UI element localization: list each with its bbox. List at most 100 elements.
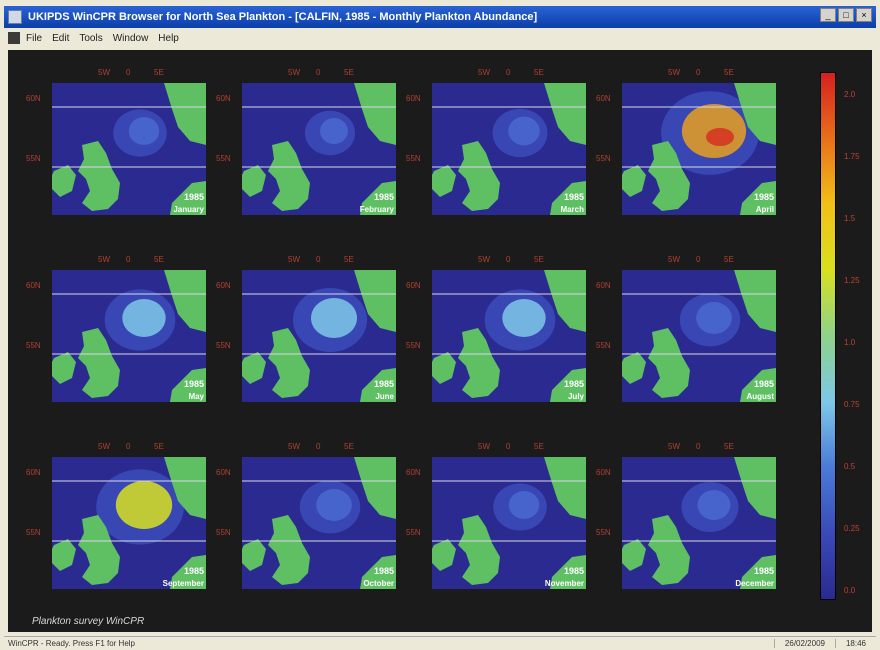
latitude-label: 55N (406, 154, 421, 163)
britain-landmass (458, 515, 500, 585)
panel-year: 1985 (563, 192, 584, 202)
close-button[interactable]: × (856, 8, 872, 22)
britain-landmass (78, 141, 120, 211)
ireland-landmass (432, 352, 456, 384)
menu-tools[interactable]: Tools (79, 32, 103, 44)
longitude-label: 0 (696, 68, 701, 77)
status-bar: WinCPR - Ready. Press F1 for Help 26/02/… (4, 636, 876, 650)
plankton-map (52, 83, 206, 215)
caption: Plankton survey WinCPR (32, 616, 145, 627)
panel-month: January (173, 205, 204, 214)
ireland-landmass (52, 165, 76, 197)
latitude-label: 55N (596, 528, 611, 537)
document-icon[interactable] (8, 32, 20, 44)
map-panel[interactable]: 5W 0 5E 60N 55N 1985 November (406, 442, 588, 592)
latitude-label: 60N (596, 94, 611, 103)
map-panel[interactable]: 5W 0 5E 60N 55N 1985 February (216, 68, 398, 218)
plankton-map (432, 270, 586, 402)
plankton-core (311, 298, 357, 338)
menu-bar: File Edit Tools Window Help (4, 28, 876, 48)
continent-landmass (550, 555, 586, 589)
ireland-landmass (242, 352, 266, 384)
map-panel[interactable]: 5W 0 5E 60N 55N 1985 June (216, 255, 398, 405)
longitude-label: 0 (126, 255, 131, 264)
panel-month: December (735, 579, 774, 588)
continent-landmass (360, 555, 396, 589)
map-panel[interactable]: 5W 0 5E 60N 55N 1985 September (26, 442, 208, 592)
ireland-landmass (622, 352, 646, 384)
colorbar-tick-label: 1.5 (844, 214, 856, 223)
continent-landmass (170, 368, 206, 402)
latitude-label: 60N (596, 468, 611, 477)
panel-year: 1985 (373, 379, 394, 389)
menu-window[interactable]: Window (112, 32, 149, 44)
norway-landmass (734, 457, 776, 519)
longitude-label: 5W (478, 255, 490, 264)
panel-year: 1985 (183, 379, 204, 389)
plankton-core (508, 491, 540, 519)
britain-landmass (648, 141, 690, 211)
longitude-label: 5W (98, 255, 110, 264)
continent-landmass (170, 181, 206, 215)
menu-file[interactable]: File (26, 32, 43, 44)
panel-year: 1985 (373, 192, 394, 202)
colorbar-tick-label: 0.75 (844, 400, 860, 409)
continent-landmass (550, 181, 586, 215)
map-panel[interactable]: 5W 0 5E 60N 55N 1985 May (26, 255, 208, 405)
longitude-label: 5W (98, 442, 110, 451)
latitude-label: 55N (406, 341, 421, 350)
britain-landmass (268, 515, 310, 585)
map-panel[interactable]: 5W 0 5E 60N 55N 1985 October (216, 442, 398, 592)
norway-landmass (734, 270, 776, 332)
latitude-label: 60N (406, 281, 421, 290)
panel-year: 1985 (183, 192, 204, 202)
longitude-label: 5W (668, 255, 680, 264)
maximize-button[interactable]: □ (838, 8, 854, 22)
map-panel[interactable]: 5W 0 5E 60N 55N 1985 July (406, 255, 588, 405)
continent-landmass (740, 181, 776, 215)
map-panel[interactable]: 5W 0 5E 60N 55N 1985 December (596, 442, 778, 592)
continent-landmass (170, 555, 206, 589)
britain-landmass (458, 141, 500, 211)
plankton-map (52, 457, 206, 589)
map-canvas: 5W 0 5E 60N 55N 1985 January 5W 0 5E 60N 55N 1985 Feb… (8, 50, 872, 632)
plankton-map (622, 83, 776, 215)
map-panel[interactable]: 5W 0 5E 60N 55N 1985 April (596, 68, 778, 218)
longitude-label: 0 (506, 68, 511, 77)
colorbar-tick-label: 0.0 (844, 586, 856, 595)
norway-landmass (734, 83, 776, 145)
map-panel[interactable]: 5W 0 5E 60N 55N 1985 March (406, 68, 588, 218)
latitude-label: 55N (596, 154, 611, 163)
app-icon (8, 10, 22, 24)
menu-edit[interactable]: Edit (52, 32, 70, 44)
longitude-label: 5E (154, 68, 164, 77)
title-bar[interactable]: UKIPDS WinCPR Browser for North Sea Plan… (4, 6, 876, 28)
plankton-map (622, 457, 776, 589)
britain-landmass (458, 328, 500, 398)
plankton-core (320, 118, 348, 144)
panel-month: April (755, 205, 774, 214)
plankton-peak (706, 128, 734, 146)
colorbar-tick-label: 0.25 (844, 524, 860, 533)
continent-landmass (360, 181, 396, 215)
longitude-label: 0 (316, 255, 321, 264)
longitude-label: 5E (534, 255, 544, 264)
colorbar-tick-label: 2.0 (844, 90, 856, 99)
britain-landmass (78, 515, 120, 585)
ireland-landmass (242, 539, 266, 571)
latitude-label: 55N (596, 341, 611, 350)
panel-year: 1985 (753, 379, 774, 389)
panel-year: 1985 (563, 566, 584, 576)
longitude-label: 0 (506, 442, 511, 451)
panel-month: August (746, 392, 774, 401)
panel-month: October (363, 579, 394, 588)
minimize-button[interactable]: _ (820, 8, 836, 22)
map-panel[interactable]: 5W 0 5E 60N 55N 1985 January (26, 68, 208, 218)
latitude-label: 60N (216, 94, 231, 103)
plankton-core (508, 116, 540, 146)
menu-help[interactable]: Help (158, 32, 179, 44)
plankton-map (242, 270, 396, 402)
map-panel[interactable]: 5W 0 5E 60N 55N 1985 August (596, 255, 778, 405)
norway-landmass (354, 83, 396, 145)
latitude-label: 55N (216, 341, 231, 350)
